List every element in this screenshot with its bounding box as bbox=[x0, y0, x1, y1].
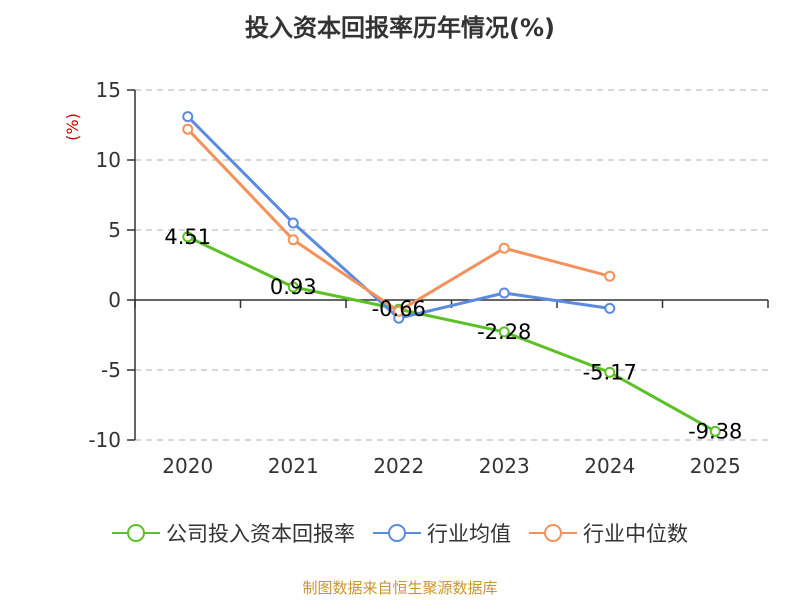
x-tick-label: 2022 bbox=[373, 454, 424, 478]
data-labels: 4.51 0.93 -0.66 -2.28 -5.17 -9.38 bbox=[164, 225, 742, 443]
data-point bbox=[182, 231, 194, 243]
data-point bbox=[287, 217, 299, 229]
y-tick-label: 5 bbox=[108, 218, 121, 242]
x-tick-label: 2025 bbox=[690, 454, 741, 478]
series-line-3 bbox=[186, 128, 611, 313]
x-tick-label: 2024 bbox=[584, 454, 635, 478]
y-tick-label: -5 bbox=[101, 358, 121, 382]
data-label: -2.28 bbox=[477, 320, 531, 344]
data-point bbox=[498, 287, 510, 299]
y-tick-label: 15 bbox=[96, 78, 121, 102]
legend-line-marker-company bbox=[112, 524, 160, 542]
grid-lines bbox=[135, 89, 768, 441]
data-point bbox=[393, 305, 405, 317]
y-tick-label: 10 bbox=[96, 148, 121, 172]
data-label: -5.17 bbox=[583, 360, 637, 384]
data-point bbox=[604, 302, 616, 314]
legend-label-industry-median: 行业中位数 bbox=[583, 522, 688, 546]
y-tick-label: 0 bbox=[108, 288, 121, 312]
legend-item-industry-median[interactable]: 行业中位数 bbox=[529, 518, 688, 548]
legend: 公司投入资本回报率 行业均值 行业中位数 bbox=[0, 518, 800, 548]
data-label: -9.38 bbox=[688, 419, 742, 443]
data-point bbox=[498, 326, 510, 338]
legend-line-marker-industry-median bbox=[529, 524, 577, 542]
legend-label-industry-avg: 行业均值 bbox=[427, 522, 511, 546]
x-tick-label: 2023 bbox=[479, 454, 530, 478]
data-label: 0.93 bbox=[270, 275, 317, 299]
data-point bbox=[604, 366, 616, 378]
data-label: -0.66 bbox=[372, 297, 426, 321]
data-point bbox=[604, 270, 616, 282]
x-tick-label: 2020 bbox=[162, 454, 213, 478]
data-point bbox=[182, 111, 194, 123]
data-point bbox=[287, 234, 299, 246]
series-lines bbox=[182, 111, 721, 437]
y-axis-label: (%) bbox=[63, 113, 82, 141]
series-line-2 bbox=[186, 115, 610, 320]
data-label: 4.51 bbox=[164, 225, 211, 249]
y-tick-label: -10 bbox=[88, 428, 121, 452]
axes: 15 10 5 0 -5 -10 2020 2021 2022 2023 2024 2025 (%) bbox=[63, 78, 769, 478]
source-note: 制图数据来自恒生聚源数据库 bbox=[302, 579, 498, 597]
legend-item-company[interactable]: 公司投入资本回报率 bbox=[112, 518, 355, 548]
x-tick-label: 2021 bbox=[268, 454, 319, 478]
legend-line-marker-industry-avg bbox=[373, 524, 421, 542]
chart-title: 投入资本回报率历年情况(%) bbox=[245, 14, 555, 42]
series-line-1 bbox=[187, 235, 716, 433]
legend-item-industry-avg[interactable]: 行业均值 bbox=[373, 518, 511, 548]
legend-label-company: 公司投入资本回报率 bbox=[166, 522, 355, 546]
data-point bbox=[287, 281, 299, 293]
data-point bbox=[498, 242, 510, 254]
data-point bbox=[709, 425, 721, 437]
data-point bbox=[182, 123, 194, 135]
